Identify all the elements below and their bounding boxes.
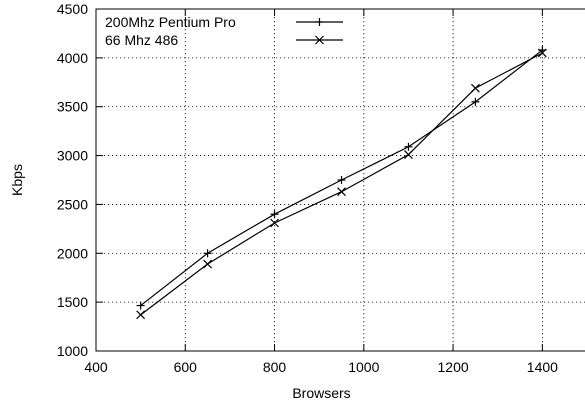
axis-ticks: 400 600 800 1000 1200 1400 1000 1500 2000 2500 300… xyxy=(57,1,558,375)
data-point xyxy=(404,142,413,151)
x-tick-label: 400 xyxy=(84,359,108,375)
data-point xyxy=(270,210,279,219)
x-tick-label: 600 xyxy=(174,359,198,375)
legend-entry: 200Mhz Pentium Pro xyxy=(105,14,343,30)
cross-marker xyxy=(537,48,547,58)
legend-label: 66 Mhz 486 xyxy=(105,32,178,48)
legend-entry: 66 Mhz 486 xyxy=(105,32,343,48)
data-point xyxy=(537,48,547,58)
x-tick-label: 1400 xyxy=(527,359,558,375)
data-point xyxy=(203,259,213,269)
plot-area-frame xyxy=(95,8,585,352)
cross-marker xyxy=(270,218,279,228)
data-point xyxy=(471,97,480,106)
data-point xyxy=(404,150,413,160)
series-group xyxy=(136,46,547,320)
x-tick-label: 800 xyxy=(263,359,287,375)
series-2 xyxy=(136,48,547,320)
grid-lines xyxy=(96,9,585,351)
x-tick-label: 1000 xyxy=(348,359,379,375)
data-point xyxy=(470,83,480,93)
cross-marker xyxy=(136,310,146,320)
x-axis-label: Browsers xyxy=(292,385,350,401)
y-tick-label: 4500 xyxy=(57,1,88,17)
y-tick-label: 2000 xyxy=(57,245,88,261)
y-tick-label: 4000 xyxy=(57,50,88,66)
y-tick-label: 3000 xyxy=(57,148,88,164)
data-point xyxy=(337,176,346,184)
legend-label: 200Mhz Pentium Pro xyxy=(105,14,236,30)
data-point xyxy=(270,218,279,228)
data-point xyxy=(136,301,145,310)
y-tick-label: 1500 xyxy=(57,294,88,310)
cross-marker xyxy=(315,35,324,45)
y-tick-label: 2500 xyxy=(57,196,88,212)
y-axis-label: Kbps xyxy=(9,164,25,196)
cross-marker xyxy=(337,187,346,197)
cross-marker xyxy=(470,83,480,93)
data-point xyxy=(203,249,212,258)
cross-marker xyxy=(404,150,413,160)
y-tick-label: 3500 xyxy=(57,99,88,115)
data-point xyxy=(136,310,146,320)
data-point xyxy=(337,187,346,197)
y-tick-label: 1000 xyxy=(57,343,88,359)
legend: 200Mhz Pentium Pro 66 Mhz 486 xyxy=(105,14,343,48)
cross-marker xyxy=(203,259,213,269)
series-1 xyxy=(136,46,547,310)
x-tick-label: 1200 xyxy=(438,359,469,375)
